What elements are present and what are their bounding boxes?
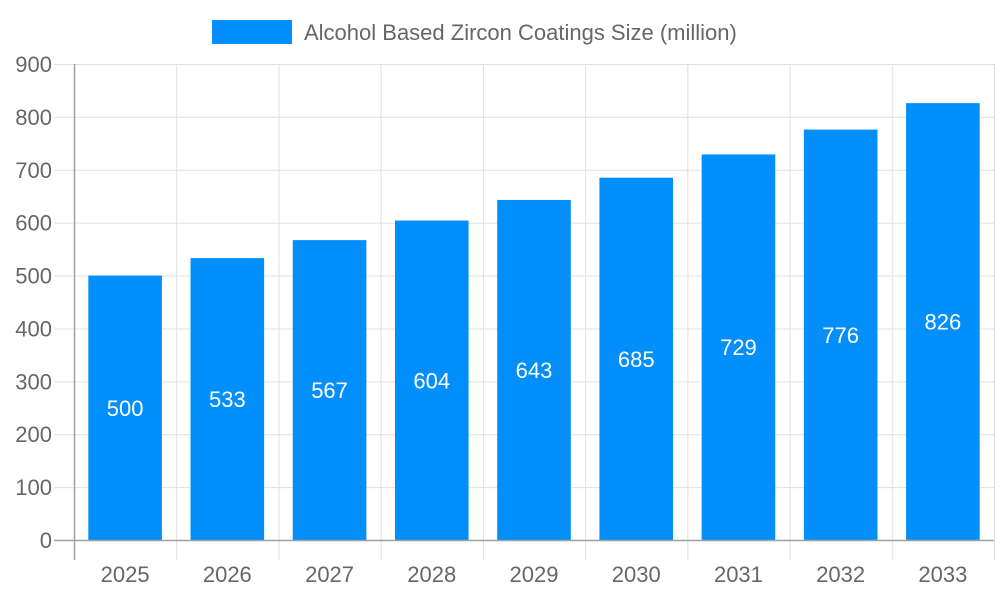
bar-2029 (497, 199, 571, 540)
y-tick-label: 300 (15, 369, 52, 394)
x-tick-label: 2032 (816, 562, 865, 587)
x-tick-label: 2029 (510, 562, 559, 587)
y-tick-label: 900 (15, 52, 52, 77)
bar-2033 (906, 103, 980, 540)
y-tick-label: 100 (15, 475, 52, 500)
bars: 500 533 567 604 643 685 729 776 826 (88, 103, 980, 541)
legend-label: Alcohol Based Zircon Coatings Size (mill… (304, 20, 737, 45)
x-tick-label: 2030 (612, 562, 661, 587)
y-tick-label: 800 (15, 105, 52, 130)
data-label: 685 (618, 347, 655, 372)
y-tick-label: 0 (40, 528, 52, 553)
y-tick-label: 700 (15, 158, 52, 183)
bar-2027 (292, 240, 367, 540)
x-tick-label: 2031 (714, 562, 763, 587)
y-tick-label: 400 (15, 316, 52, 341)
bar-2032 (803, 129, 878, 541)
data-label: 643 (516, 358, 553, 383)
x-tick-label: 2033 (918, 562, 967, 587)
y-tick-label: 600 (15, 211, 52, 236)
data-label: 604 (413, 368, 450, 393)
bar-2028 (394, 220, 469, 540)
legend-swatch (212, 20, 292, 44)
bar-2026 (190, 258, 265, 540)
data-label: 826 (925, 310, 962, 335)
data-label: 776 (822, 323, 859, 348)
bar-2025 (88, 275, 162, 540)
legend[interactable]: Alcohol Based Zircon Coatings Size (mill… (212, 20, 737, 45)
data-label: 729 (720, 335, 757, 360)
y-tick-label: 200 (15, 422, 52, 447)
x-tick-label: 2025 (101, 562, 150, 587)
axes: 0 100 200 300 400 500 600 700 800 900 2025 2026 2027… (15, 52, 994, 587)
x-tick-label: 2028 (407, 562, 456, 587)
data-label: 567 (311, 378, 348, 403)
y-tick-label: 500 (15, 264, 52, 289)
bar-2031 (701, 154, 776, 540)
bar-2030 (599, 177, 674, 540)
data-label: 500 (107, 396, 144, 421)
x-tick-label: 2027 (305, 562, 354, 587)
x-tick-label: 2026 (203, 562, 252, 587)
data-label: 533 (209, 387, 246, 412)
